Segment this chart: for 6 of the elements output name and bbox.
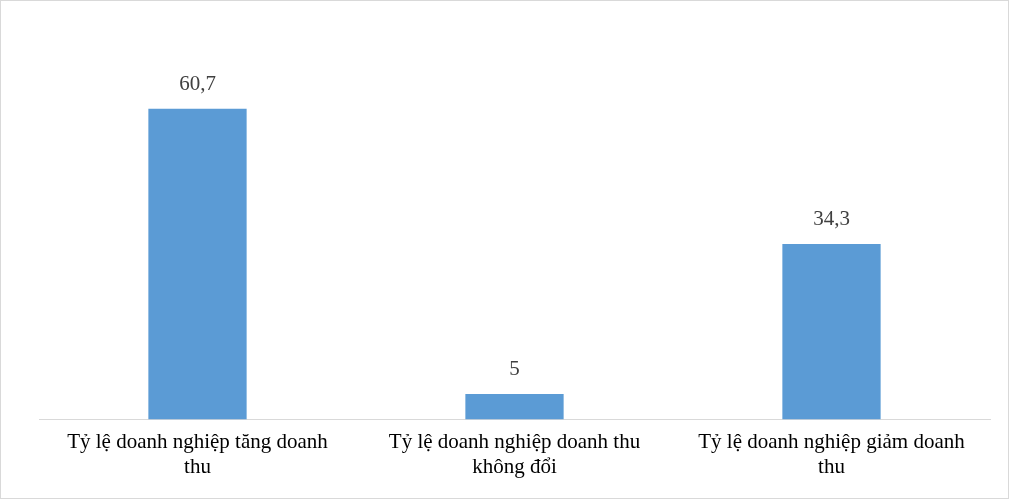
data-label: 60,7: [179, 70, 216, 95]
x-tick-label: Tỷ lệ doanh nghiệp tăng doanh thu: [67, 428, 329, 478]
x-tick-label: Tỷ lệ doanh nghiệp giảm doanh thu: [698, 428, 966, 478]
x-tick-label: Tỷ lệ doanh nghiệp doanh thu không đổi: [388, 428, 641, 478]
data-label: 5: [509, 356, 520, 380]
data-label: 34,3: [813, 205, 850, 230]
